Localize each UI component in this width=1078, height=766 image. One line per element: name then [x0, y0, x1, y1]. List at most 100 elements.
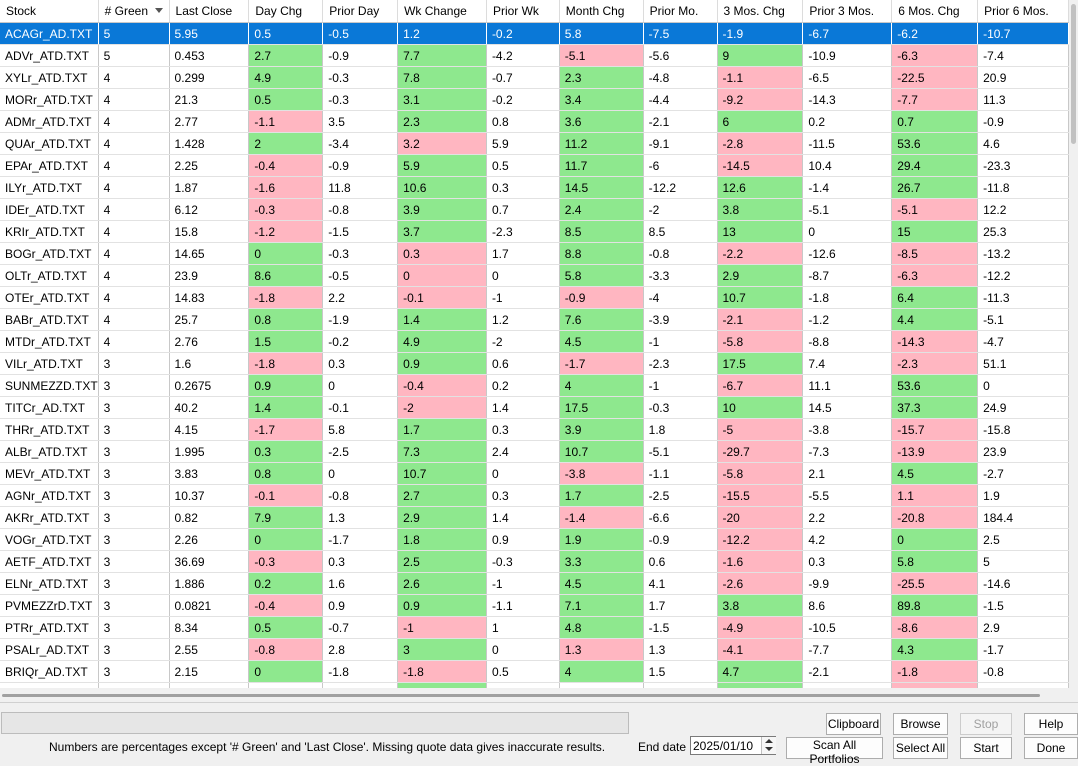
table-row[interactable]: BABr_ATD.TXT 4 25.7 0.8 -1.9 1.4 1.2 7.6 -3.9 -2.…: [0, 308, 1069, 331]
vertical-scrollbar-thumb[interactable]: [1071, 4, 1076, 144]
table-cell: 4: [98, 132, 170, 155]
column-header-prior-day[interactable]: Prior Day: [322, 0, 399, 23]
table-cell: -1.7: [322, 528, 399, 551]
table-cell: 3.83: [169, 462, 250, 485]
table-cell: -6.6: [643, 506, 718, 529]
table-cell: ALBr_ATD.TXT: [0, 440, 99, 463]
table-cell: -0.3: [248, 198, 324, 221]
column-header-3-mos-chg[interactable]: 3 Mos. Chg: [717, 0, 804, 23]
table-cell: OLTr_ATD.TXT: [0, 264, 99, 287]
stop-button[interactable]: Stop: [960, 713, 1012, 735]
column-header-day-chg[interactable]: Day Chg: [248, 0, 324, 23]
column-header-wk-change[interactable]: Wk Change: [397, 0, 487, 23]
table-cell: 10.6: [397, 176, 487, 199]
table-cell: 0.3: [322, 352, 399, 375]
column-header-prior-6-mos[interactable]: Prior 6 Mos.: [977, 0, 1069, 23]
table-row[interactable]: ALBr_ATD.TXT 3 1.995 0.3 -2.5 7.3 2.4 10.7 -5.1-…: [0, 440, 1069, 463]
table-cell: -1.9: [717, 22, 804, 45]
table-cell: 1.886: [169, 572, 250, 595]
table-cell: 1.5: [643, 660, 718, 683]
table-cell: -15.5: [717, 484, 804, 507]
table-row[interactable]: AETF_ATD.TXT 3 36.69 -0.3 0.3 2.5 -0.3 3.3 0.6 -1…: [0, 550, 1069, 573]
progress-bar: [1, 712, 629, 734]
table-cell: 2.4: [559, 198, 644, 221]
table-cell: -15.8: [977, 418, 1069, 441]
table-row[interactable]: BRIQr_AD.TXT 3 2.15 0 -1.8 -1.8 0.5 4 1.5 4.7 -2.1…: [0, 660, 1069, 683]
table-row[interactable]: KRIr_ATD.TXT 4 15.8 -1.2 -1.5 3.7 -2.3 8.5 8.5 13…: [0, 220, 1069, 243]
scan-all-portfolios-button[interactable]: Scan All Portfolios: [786, 737, 883, 766]
vertical-scrollbar[interactable]: [1069, 0, 1078, 688]
table-cell: 11.2: [559, 132, 644, 155]
table-cell: 3: [98, 484, 170, 507]
table-cell: -4.2: [486, 44, 560, 67]
table-cell: -13.9: [891, 440, 979, 463]
table-row[interactable]: TITCr_AD.TXT 3 40.2 1.4 -0.1 -2 1.4 17.5 -0.3 10 1…: [0, 396, 1069, 419]
help-button[interactable]: Help: [1024, 713, 1078, 735]
table-cell: 4.9: [397, 330, 487, 353]
table-cell: 0.9: [486, 528, 560, 551]
table-row[interactable]: QUAr_ATD.TXT 4 1.428 2 -3.4 3.2 5.9 11.2 -9.1 -2.…: [0, 132, 1069, 155]
table-row[interactable]: OLTr_ATD.TXT 4 23.9 8.6 -0.5 0 0 5.8 -3.3 2.9 -8.7…: [0, 264, 1069, 287]
table-row[interactable]: THRr_ATD.TXT 3 4.15 -1.7 5.8 1.7 0.3 3.9 1.8 -5 -3…: [0, 418, 1069, 441]
column-header-prior-wk[interactable]: Prior Wk: [486, 0, 560, 23]
horizontal-scrollbar-thumb[interactable]: [2, 694, 1040, 697]
table-cell: 24.9: [977, 396, 1069, 419]
table-cell: -1.7: [559, 352, 644, 375]
spin-up-icon[interactable]: [765, 739, 773, 743]
spin-down-icon[interactable]: [765, 747, 773, 751]
table-cell: -0.9: [322, 44, 399, 67]
table-row[interactable]: [0, 682, 1069, 688]
table-row[interactable]: OTEr_ATD.TXT 4 14.83 -1.8 2.2 -0.1 -1 -0.9 -4 10.…: [0, 286, 1069, 309]
table-row[interactable]: PTRr_ATD.TXT 3 8.34 0.5 -0.7 -1 1 4.8 -1.5 -4.9 -1…: [0, 616, 1069, 639]
table-cell: [486, 682, 560, 688]
table-cell: 2.5: [397, 550, 487, 573]
table-row[interactable]: ADVr_ATD.TXT 5 0.453 2.7 -0.9 7.7 -4.2 -5.1 -5.6…: [0, 44, 1069, 67]
select-all-button[interactable]: Select All: [893, 737, 948, 759]
table-row[interactable]: VILr_ATD.TXT 3 1.6 -1.8 0.3 0.9 0.6 -1.7 -2.3 17.…: [0, 352, 1069, 375]
table-row[interactable]: ELNr_ATD.TXT 3 1.886 0.2 1.6 2.6 -1 4.5 4.1 -2.6-…: [0, 572, 1069, 595]
clipboard-button[interactable]: Clipboard: [826, 713, 881, 735]
table-row[interactable]: SUNMEZZD.TXT 3 0.2675 0.9 0 -0.4 0.2 4 -1 -6.7 11.…: [0, 374, 1069, 397]
stock-grid[interactable]: Stock # Green Last Close Day Chg Prior Day Wk…: [0, 0, 1069, 688]
table-row[interactable]: ACAGr_AD.TXT 5 5.95 0.5 -0.5 1.2 -0.2 5.8 -7.5 -1…: [0, 22, 1069, 45]
table-row[interactable]: XYLr_ATD.TXT 4 0.299 4.9 -0.3 7.8 -0.7 2.3 -4.8-…: [0, 66, 1069, 89]
table-row[interactable]: ADMr_ATD.TXT 4 2.77 -1.1 3.5 2.3 0.8 3.6 -2.1 6 0.…: [0, 110, 1069, 133]
table-row[interactable]: MTDr_ATD.TXT 4 2.76 1.5 -0.2 4.9 -2 4.5 -1 -5.8 -8…: [0, 330, 1069, 353]
table-row[interactable]: IDEr_ATD.TXT 4 6.12 -0.3 -0.8 3.9 0.7 2.4 -2 3.8-…: [0, 198, 1069, 221]
table-cell: 4.6: [977, 132, 1069, 155]
end-date-spinner[interactable]: [761, 737, 776, 754]
table-cell: 0: [322, 462, 399, 485]
table-cell: 1.87: [169, 176, 250, 199]
browse-button[interactable]: Browse: [893, 713, 948, 735]
table-cell: -0.3: [486, 550, 560, 573]
horizontal-scrollbar[interactable]: [0, 688, 1069, 702]
table-cell: -0.2: [322, 330, 399, 353]
done-button[interactable]: Done: [1024, 737, 1078, 759]
table-row[interactable]: AKRr_ATD.TXT 3 0.82 7.9 1.3 2.9 1.4 -1.4 -6.6 -20…: [0, 506, 1069, 529]
table-row[interactable]: MEVr_ATD.TXT 3 3.83 0.8 0 10.7 0 -3.8 -1.1 -5.8 2.…: [0, 462, 1069, 485]
table-row[interactable]: EPAr_ATD.TXT 4 2.25 -0.4 -0.9 5.9 0.5 11.7 -6 -14…: [0, 154, 1069, 177]
table-row[interactable]: MORr_ATD.TXT 4 21.3 0.5 -0.3 3.1 -0.2 3.4 -4.4 -9…: [0, 88, 1069, 111]
table-cell: -0.1: [248, 484, 324, 507]
table-cell: 8.6: [248, 264, 324, 287]
table-row[interactable]: PVMEZZrD.TXT 3 0.0821 -0.4 0.9 0.9 -1.1 7.1 1.7 3…: [0, 594, 1069, 617]
table-cell: -3.3: [643, 264, 718, 287]
table-cell: 4.1: [643, 572, 718, 595]
table-cell: -0.7: [322, 616, 399, 639]
table-cell: 37.3: [891, 396, 979, 419]
table-row[interactable]: BOGr_ATD.TXT 4 14.65 0 -0.3 0.3 1.7 8.8 -0.8 -2.2…: [0, 242, 1069, 265]
column-header-prior-3-mos[interactable]: Prior 3 Mos.: [802, 0, 893, 23]
table-row[interactable]: VOGr_ATD.TXT 3 2.26 0 -1.7 1.8 0.9 1.9 -0.9 -12.2…: [0, 528, 1069, 551]
table-cell: 0: [397, 264, 487, 287]
column-header-green[interactable]: # Green: [98, 0, 170, 23]
table-row[interactable]: PSALr_AD.TXT 3 2.55 -0.8 2.8 3 0 1.3 1.3 -4.1 -7.7…: [0, 638, 1069, 661]
start-button[interactable]: Start: [960, 737, 1012, 759]
column-header-stock[interactable]: Stock: [0, 0, 99, 23]
table-row[interactable]: ILYr_ATD.TXT 4 1.87 -1.6 11.8 10.6 0.3 14.5 -12.…: [0, 176, 1069, 199]
column-header-6-mos-chg[interactable]: 6 Mos. Chg: [891, 0, 979, 23]
table-cell: -9.9: [802, 572, 893, 595]
column-header-prior-mo[interactable]: Prior Mo.: [643, 0, 718, 23]
table-row[interactable]: AGNr_ATD.TXT 3 10.37 -0.1 -0.8 2.7 0.3 1.7 -2.5-…: [0, 484, 1069, 507]
column-header-last-close[interactable]: Last Close: [169, 0, 250, 23]
column-header-month-chg[interactable]: Month Chg: [559, 0, 644, 23]
